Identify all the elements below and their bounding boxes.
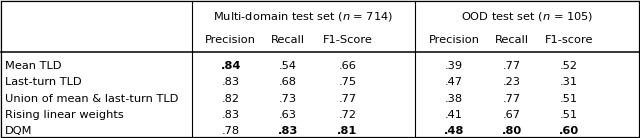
Text: .52: .52 [560,61,578,71]
Text: .84: .84 [220,61,241,71]
Text: .51: .51 [560,110,578,120]
Text: .67: .67 [502,110,520,120]
Text: .39: .39 [445,61,463,71]
Text: Precision: Precision [429,35,479,45]
Text: Mean TLD: Mean TLD [5,61,61,71]
Text: F1-Score: F1-Score [323,35,372,45]
Text: Last-turn TLD: Last-turn TLD [5,77,82,87]
Text: .48: .48 [444,126,464,136]
Text: .47: .47 [445,77,463,87]
Text: F1-score: F1-score [545,35,593,45]
Text: .73: .73 [279,94,297,104]
Text: Multi-domain test set ($n$ = 714): Multi-domain test set ($n$ = 714) [213,10,394,23]
Text: .51: .51 [560,94,578,104]
Text: .60: .60 [559,126,579,136]
Text: .54: .54 [279,61,297,71]
Text: .23: .23 [502,77,520,87]
Text: .41: .41 [445,110,463,120]
Text: OOD test set ($n$ = 105): OOD test set ($n$ = 105) [461,10,593,23]
Text: .68: .68 [279,77,297,87]
Text: .83: .83 [221,77,239,87]
Text: Rising linear weights: Rising linear weights [5,110,124,120]
Text: .75: .75 [339,77,356,87]
Text: .83: .83 [221,110,239,120]
Text: .78: .78 [221,126,239,136]
Text: .38: .38 [445,94,463,104]
Text: .82: .82 [221,94,239,104]
Text: .80: .80 [502,126,522,136]
Text: .63: .63 [279,110,297,120]
Text: Recall: Recall [271,35,305,45]
Text: .72: .72 [339,110,356,120]
Text: .77: .77 [502,94,521,104]
Text: Recall: Recall [495,35,529,45]
Text: .81: .81 [337,126,358,136]
Text: .83: .83 [278,126,298,136]
Text: .66: .66 [339,61,356,71]
Text: .31: .31 [560,77,578,87]
Text: .77: .77 [339,94,356,104]
Text: Precision: Precision [205,35,256,45]
Text: DQM: DQM [5,126,33,136]
Text: .77: .77 [502,61,521,71]
Text: Union of mean & last-turn TLD: Union of mean & last-turn TLD [5,94,179,104]
